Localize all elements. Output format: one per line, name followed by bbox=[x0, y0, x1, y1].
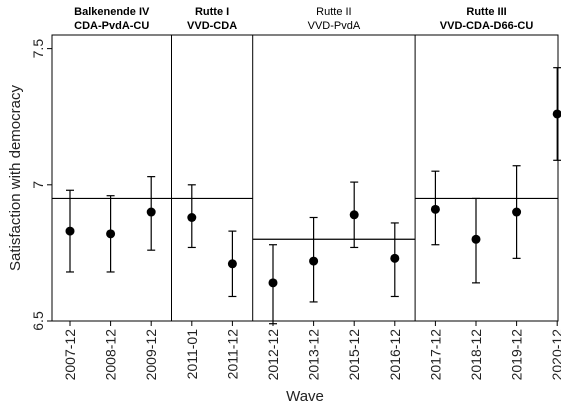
data-point-group bbox=[512, 165, 522, 259]
data-point-group bbox=[187, 184, 197, 249]
data-point bbox=[65, 226, 75, 236]
data-point-group bbox=[552, 67, 561, 161]
x-tick-label: 2009-12 bbox=[143, 329, 159, 381]
data-point bbox=[512, 207, 522, 217]
data-point bbox=[268, 278, 278, 288]
data-point bbox=[106, 229, 116, 239]
x-tick-label: 2007-12 bbox=[62, 329, 78, 381]
data-point bbox=[146, 207, 156, 217]
x-tick-label: 2020-12 bbox=[549, 329, 561, 381]
x-tick-label: 2015-12 bbox=[346, 329, 362, 381]
x-tick-label: 2018-12 bbox=[468, 329, 484, 381]
data-point-group bbox=[471, 197, 481, 284]
y-axis-title: Satisfaction with democracy bbox=[7, 85, 24, 271]
data-point bbox=[309, 256, 319, 266]
data-point-group bbox=[106, 195, 116, 273]
y-tick-label: 7.5 bbox=[30, 39, 46, 59]
data-point bbox=[187, 212, 197, 222]
data-point-group bbox=[146, 176, 156, 251]
data-point-group bbox=[227, 230, 237, 298]
period-coalition: VVD-CDA bbox=[187, 20, 237, 32]
period-name: Rutte II bbox=[316, 6, 351, 18]
x-tick-label: 2012-12 bbox=[265, 329, 281, 381]
x-tick-label: 2019-12 bbox=[509, 329, 525, 381]
x-tick-label: 2016-12 bbox=[387, 329, 403, 381]
data-point-group bbox=[390, 222, 400, 298]
data-point bbox=[471, 234, 481, 244]
data-point bbox=[227, 259, 237, 269]
x-tick-label: 2011-12 bbox=[224, 329, 240, 380]
data-point bbox=[390, 253, 400, 263]
data-point-group bbox=[349, 181, 359, 249]
period-layer: Balkenende IV CDA-PvdA-CU Rutte I VVD-CDA Ru… bbox=[52, 6, 558, 321]
data-point-group bbox=[309, 216, 319, 303]
period-coalition: VVD-CDA-D66-CU bbox=[440, 20, 534, 32]
data-point bbox=[349, 210, 359, 220]
data-point-group bbox=[430, 170, 440, 246]
period-coalition: VVD-PvdA bbox=[308, 20, 361, 32]
data-layer bbox=[65, 67, 561, 325]
period-name: Rutte III bbox=[466, 6, 506, 18]
period-coalition: CDA-PvdA-CU bbox=[74, 20, 149, 32]
plot-frame bbox=[51, 34, 559, 322]
x-tick-label: 2017-12 bbox=[427, 329, 443, 381]
data-point-group bbox=[268, 244, 278, 325]
x-axis-title: Wave bbox=[286, 388, 324, 405]
x-tick-label: 2008-12 bbox=[103, 329, 119, 381]
axis-layer: 2007-12 2008-12 2009-12 2011-01 2011-12 2012-… bbox=[30, 34, 561, 381]
y-tick-label: 6.5 bbox=[30, 311, 46, 331]
y-tick-label: 7 bbox=[30, 181, 46, 189]
data-point-group bbox=[65, 189, 75, 273]
data-point bbox=[430, 204, 440, 214]
period-name: Balkenende IV bbox=[74, 6, 150, 18]
x-tick-label: 2013-12 bbox=[306, 329, 322, 381]
x-tick-label: 2011-01 bbox=[184, 329, 200, 380]
data-point bbox=[552, 109, 561, 119]
period-name: Rutte I bbox=[195, 6, 229, 18]
